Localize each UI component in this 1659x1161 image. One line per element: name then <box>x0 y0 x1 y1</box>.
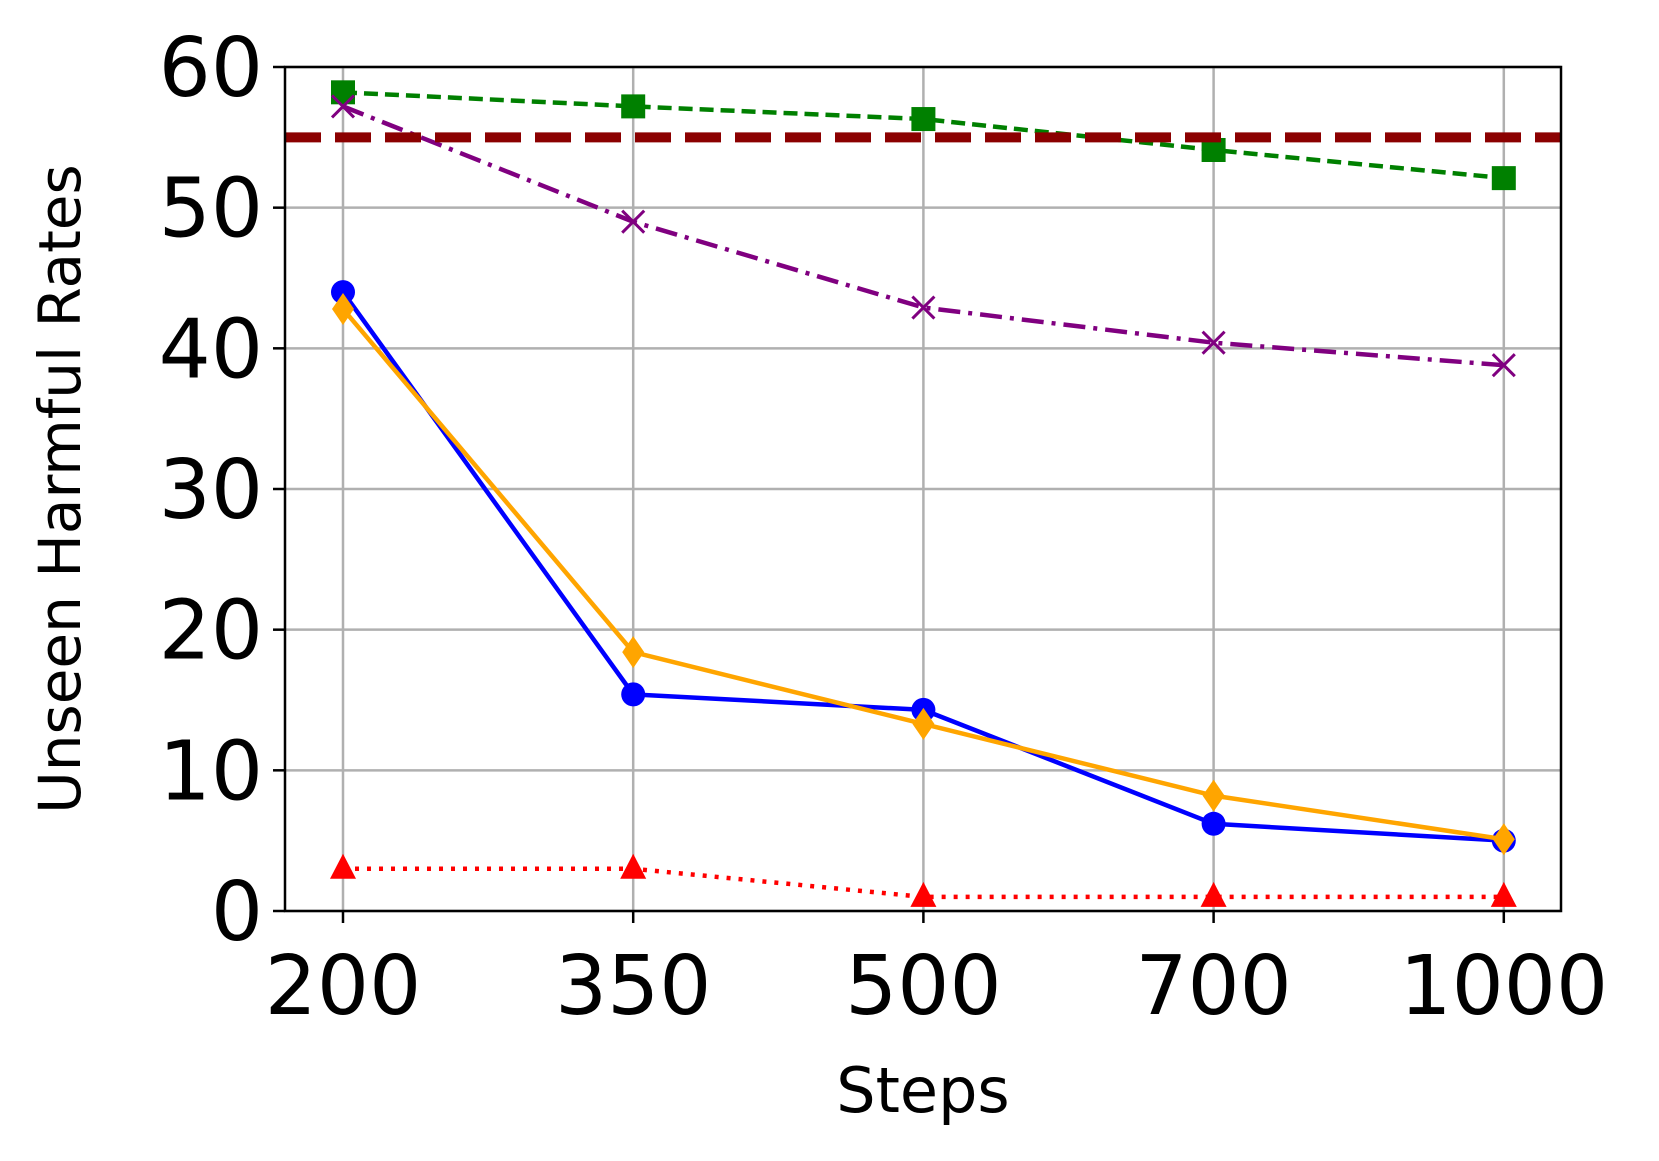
marker <box>1200 881 1227 907</box>
x-tick-label: 200 <box>265 939 422 1034</box>
y-tick-label: 30 <box>159 443 263 538</box>
marker <box>911 295 936 320</box>
x-tick-label: 500 <box>845 939 1002 1034</box>
marker <box>911 107 936 132</box>
marker <box>912 707 935 740</box>
marker <box>330 853 356 879</box>
marker <box>1201 330 1226 355</box>
marker <box>620 853 647 879</box>
x-tick-label: 700 <box>1135 939 1292 1034</box>
series-line <box>342 90 1505 181</box>
y-tick-label: 40 <box>159 302 263 397</box>
marker <box>621 94 646 119</box>
y-tick-label: 60 <box>159 21 263 116</box>
marker <box>330 94 356 119</box>
marker <box>622 636 645 669</box>
y-tick-label: 10 <box>159 724 263 819</box>
x-tick-label: 1000 <box>1399 939 1608 1034</box>
marker <box>1492 823 1515 856</box>
marker <box>910 881 937 907</box>
marker <box>621 682 646 707</box>
x-axis-label: Steps <box>836 1054 1009 1127</box>
y-tick-label: 50 <box>159 162 263 257</box>
y-axis-label: Unseen Harmful Rates <box>26 164 94 813</box>
marker <box>332 292 354 325</box>
marker <box>621 209 646 234</box>
marker <box>1491 353 1516 378</box>
series-line <box>343 866 1504 900</box>
y-tick-label: 0 <box>211 865 263 960</box>
marker <box>1202 779 1225 812</box>
y-tick-label: 20 <box>159 584 263 679</box>
marker <box>331 80 355 105</box>
plot-frame <box>283 65 1563 913</box>
marker <box>1201 811 1226 836</box>
marker <box>1490 881 1517 907</box>
x-tick-label: 350 <box>555 939 712 1034</box>
marker <box>331 280 355 305</box>
marker <box>1491 166 1516 191</box>
